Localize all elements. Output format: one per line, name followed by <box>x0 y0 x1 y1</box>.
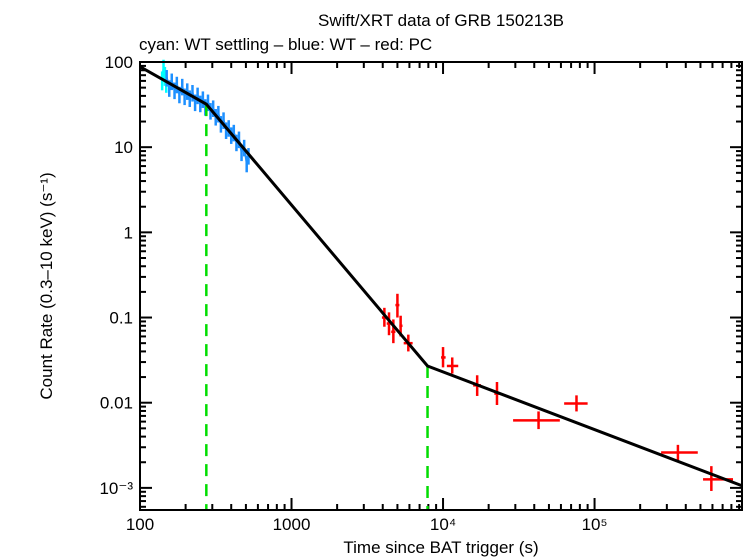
pc-point <box>446 357 459 374</box>
y-tick-label: 0.1 <box>109 309 133 328</box>
pc-point <box>703 466 734 491</box>
pc-point <box>564 395 588 412</box>
pc-point <box>661 444 698 461</box>
x-tick-label: 1000 <box>273 515 311 534</box>
x-tick-label: 10⁴ <box>430 515 456 534</box>
y-tick-label: 10 <box>114 138 133 157</box>
y-tick-label: 100 <box>105 53 133 72</box>
x-tick-label: 10⁵ <box>582 515 608 534</box>
model-line <box>139 65 743 488</box>
plot-frame <box>139 61 743 511</box>
axis-ticks: 100 1000 10⁴ 10⁵ 100 10 1 0.1 0.01 10⁻³ <box>99 53 742 534</box>
x-tick-label: 100 <box>126 515 154 534</box>
pc-point <box>441 347 446 368</box>
chart-title: Swift/XRT data of GRB 150213B <box>318 11 564 30</box>
y-tick-label: 1 <box>124 223 133 242</box>
y-tick-label: 10⁻³ <box>99 479 133 498</box>
x-axis-label: Time since BAT trigger (s) <box>343 538 538 557</box>
pc-point <box>513 411 560 430</box>
pc-point <box>395 293 400 318</box>
y-axis-label: Count Rate (0.3–10 keV) (s⁻¹) <box>37 172 56 399</box>
chart-subtitle: cyan: WT settling – blue: WT – red: PC <box>139 35 432 54</box>
data-marks <box>139 59 743 510</box>
y-tick-label: 0.01 <box>100 394 133 413</box>
